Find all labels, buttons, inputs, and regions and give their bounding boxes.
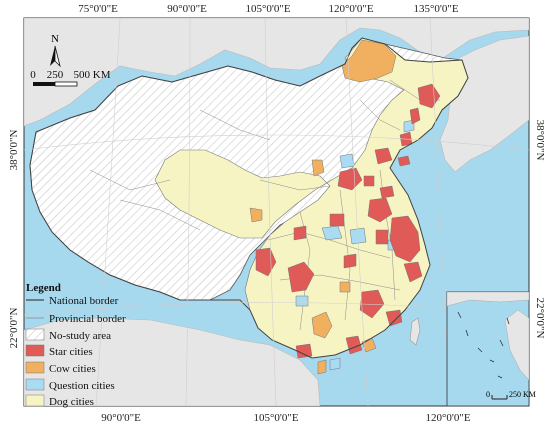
left-label-22n: 22°0'0"N	[8, 308, 20, 349]
north-arrow: N	[50, 33, 61, 68]
right-label-38n: 38°0'0"N	[534, 120, 546, 161]
top-label-75e: 75°0'0"E	[78, 3, 118, 15]
inset-scale-tick-1: 250 KM	[509, 390, 536, 399]
legend-no-study-area: No-study area	[49, 330, 111, 342]
bottom-label-120e: 120°0'0"E	[425, 412, 470, 424]
question-cities-swatch	[25, 378, 45, 391]
scale-bar: 0 250 500 KM	[30, 69, 111, 87]
top-label-135e: 135°0'0"E	[413, 3, 458, 15]
legend-star-cities: Star cities	[49, 346, 93, 358]
national-border	[29, 37, 469, 359]
north-label: N	[51, 33, 59, 45]
left-label-38n: 38°0'0"N	[8, 130, 20, 171]
hatch-pattern-icon	[25, 328, 45, 341]
legend-title: Legend	[26, 282, 61, 294]
cow-cities-swatch	[25, 361, 45, 374]
top-label-90e: 90°0'0"E	[167, 3, 207, 15]
top-label-105e: 105°0'0"E	[245, 3, 290, 15]
dog-cities-swatch	[25, 394, 45, 407]
scale-tick-1: 250	[47, 69, 64, 81]
right-label-22n: 22°0'0"N	[534, 298, 546, 339]
bottom-label-90e: 90°0'0"E	[101, 412, 141, 424]
legend: Legend National border Provincial border…	[25, 282, 126, 408]
legend-question-cities: Question cities	[49, 380, 115, 392]
southeast-asia-land	[24, 317, 321, 406]
legend-cow-cities: Cow cities	[49, 363, 96, 375]
scale-tick-0: 0	[30, 69, 36, 81]
legend-dog-cities: Dog cities	[49, 396, 94, 408]
legend-provincial-border: Provincial border	[49, 313, 126, 325]
inset-scale-bar: 0 250 KM	[486, 390, 536, 400]
legend-national-border: National border	[49, 295, 119, 307]
taiwan	[409, 317, 421, 346]
south-china-sea-inset: 0 250 KM	[446, 291, 536, 407]
inset-scale-tick-0: 0	[486, 390, 490, 399]
cow-cities	[249, 39, 397, 375]
neighbour-land	[24, 18, 529, 127]
bottom-label-105e: 105°0'0"E	[253, 412, 298, 424]
star-cities-swatch	[25, 344, 45, 357]
top-label-120e: 120°0'0"E	[328, 3, 373, 15]
graticule-labels: 75°0'0"E 90°0'0"E 105°0'0"E 120°0'0"E 13…	[8, 3, 546, 424]
scale-tick-2: 500 KM	[74, 69, 111, 81]
